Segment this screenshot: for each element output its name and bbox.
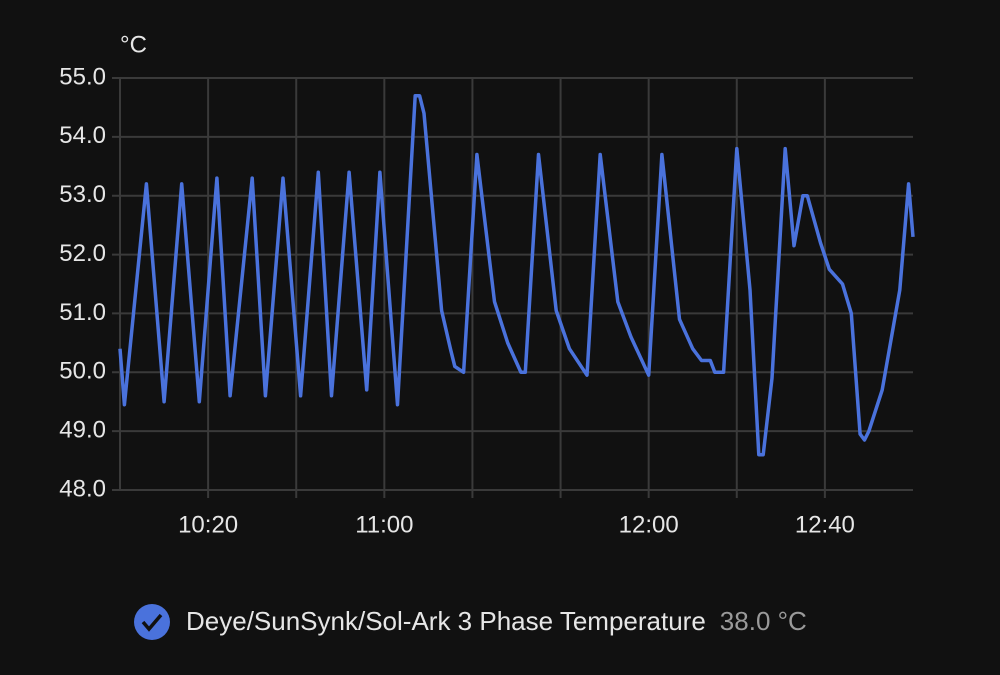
data-line [118,93,915,457]
y-tick-label: 51.0 [59,299,106,326]
x-tick-label: 11:00 [355,511,413,538]
legend-state: 38.0 °C [720,606,807,636]
unit-label: °C [120,31,147,58]
legend-label[interactable]: Deye/SunSynk/Sol-Ark 3 Phase Temperature [186,606,706,636]
y-tick-label: 54.0 [59,122,106,149]
legend-item[interactable]: Deye/SunSynk/Sol-Ark 3 Phase Temperature… [134,604,807,640]
y-tick-label: 55.0 [59,63,106,90]
y-tick-label: 53.0 [59,181,106,208]
check-icon [141,613,163,632]
x-tick-label: 12:40 [795,511,855,538]
y-tick-label: 48.0 [59,475,106,502]
legend-checkbox[interactable] [134,604,170,640]
x-tick-label: 10:20 [178,511,238,538]
y-tick-label: 49.0 [59,416,106,443]
y-tick-label: 52.0 [59,240,106,267]
y-tick-label: 50.0 [59,358,106,385]
x-tick-label: 12:00 [619,511,679,538]
